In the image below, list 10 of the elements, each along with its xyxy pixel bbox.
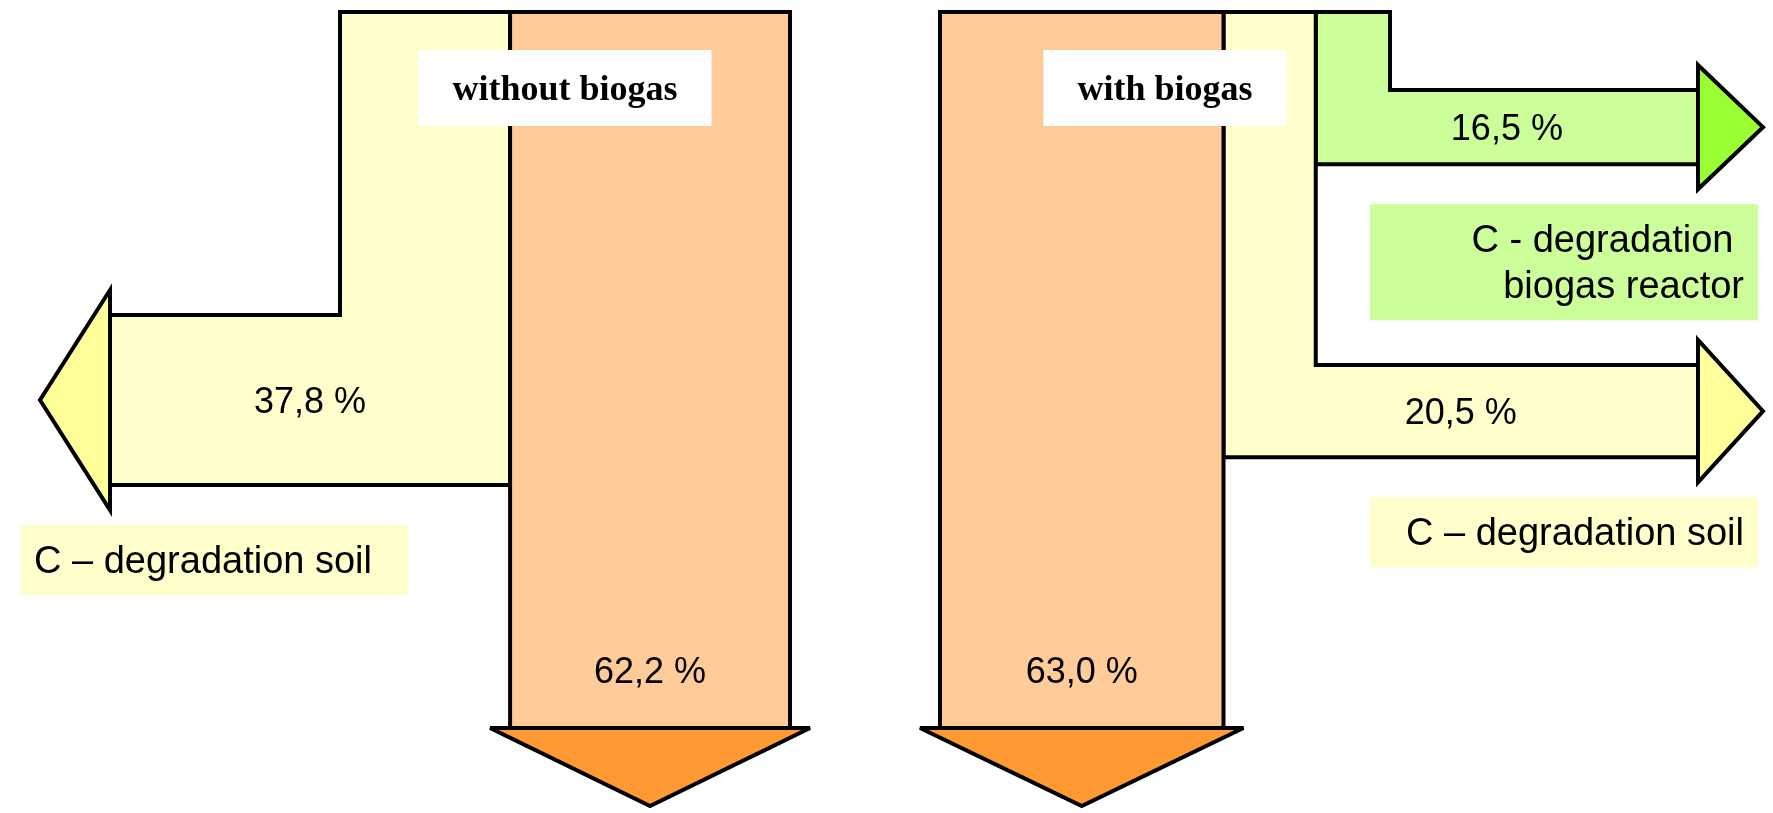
data-label: 16,5 % [1450,106,1563,148]
text: with biogas [1077,68,1253,108]
data-label: 20,5 % [1404,390,1517,432]
category-label: C – degradation soil [34,539,372,582]
data-label: 63,0 % [1025,649,1138,691]
data-label: 62,2 % [594,649,707,691]
category-label: C – degradation soil [1406,511,1744,554]
data-label: 37,8 % [254,379,367,421]
text: without biogas [452,68,678,108]
category-label: C - degradation biogas reactor [1471,218,1745,307]
